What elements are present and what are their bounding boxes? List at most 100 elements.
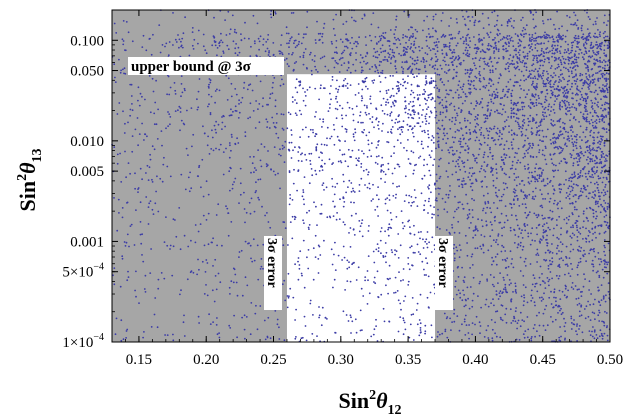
data-point	[450, 37, 452, 40]
data-point	[547, 51, 550, 54]
data-point	[542, 280, 545, 283]
data-point	[502, 88, 505, 91]
data-point	[435, 41, 438, 43]
data-point	[377, 198, 380, 201]
data-point	[531, 69, 533, 72]
data-point	[549, 139, 552, 141]
data-point	[247, 117, 250, 120]
data-point	[215, 120, 218, 123]
data-point	[501, 133, 503, 136]
data-point	[579, 257, 582, 260]
data-point	[210, 95, 213, 98]
data-point	[384, 31, 387, 34]
data-point	[539, 121, 541, 124]
data-point	[479, 280, 481, 283]
data-point	[384, 50, 386, 53]
data-point	[494, 186, 497, 189]
data-point	[503, 95, 506, 98]
data-point	[603, 77, 606, 80]
data-point	[570, 262, 572, 265]
data-point	[314, 234, 317, 237]
data-point	[542, 236, 545, 239]
data-point	[465, 38, 467, 41]
data-point	[534, 167, 537, 170]
data-point	[526, 336, 529, 339]
data-point	[581, 35, 584, 38]
data-point	[591, 102, 594, 104]
data-point	[347, 148, 350, 151]
data-point	[607, 111, 610, 114]
data-point	[431, 35, 434, 38]
data-point	[221, 121, 224, 124]
data-point	[368, 182, 371, 185]
data-point	[572, 162, 575, 165]
data-point	[592, 248, 594, 251]
data-point	[292, 12, 295, 14]
data-point	[391, 49, 394, 51]
data-point	[520, 40, 523, 43]
data-point	[570, 185, 573, 188]
data-point	[538, 67, 541, 70]
data-point	[607, 107, 610, 109]
data-point	[482, 244, 485, 247]
data-point	[191, 31, 194, 33]
data-point	[409, 93, 412, 96]
data-point	[545, 230, 547, 233]
data-point	[308, 86, 311, 89]
data-point	[234, 47, 237, 50]
data-point	[440, 36, 443, 38]
data-point	[461, 180, 464, 183]
data-point	[607, 113, 610, 115]
data-point	[538, 151, 540, 154]
data-point	[465, 299, 467, 302]
data-point	[485, 329, 488, 332]
data-point	[514, 152, 517, 154]
data-point	[484, 303, 487, 306]
data-point	[197, 106, 200, 109]
data-point	[589, 80, 592, 83]
data-point	[374, 70, 377, 73]
data-point	[280, 113, 283, 115]
data-point	[579, 103, 582, 106]
data-point	[523, 260, 526, 263]
data-point	[567, 62, 570, 65]
data-point	[279, 187, 281, 190]
data-point	[451, 173, 454, 176]
data-point	[365, 113, 368, 116]
data-point	[395, 15, 398, 18]
data-point	[462, 145, 464, 148]
data-point	[497, 243, 499, 246]
data-point	[491, 93, 494, 96]
data-point	[560, 335, 562, 338]
data-point	[284, 227, 287, 230]
data-point	[220, 32, 222, 35]
data-point	[554, 49, 557, 52]
data-point	[551, 76, 554, 79]
data-point	[439, 175, 442, 178]
data-point	[546, 277, 549, 279]
data-point	[422, 109, 424, 111]
data-point	[599, 224, 601, 227]
data-point	[382, 170, 385, 173]
data-point	[424, 52, 427, 54]
data-point	[127, 270, 129, 273]
data-point	[594, 20, 597, 23]
data-point	[418, 45, 420, 48]
data-point	[522, 275, 525, 277]
data-point	[447, 176, 449, 178]
data-point	[361, 69, 364, 72]
data-point	[455, 65, 458, 68]
data-point	[404, 35, 407, 38]
data-point	[434, 188, 437, 190]
data-point	[314, 133, 317, 135]
data-point	[288, 65, 290, 68]
data-point	[431, 336, 433, 339]
data-point	[154, 202, 157, 205]
data-point	[585, 207, 588, 210]
data-point	[360, 222, 363, 225]
data-point	[273, 77, 276, 79]
data-point	[541, 225, 544, 228]
data-point	[462, 162, 464, 165]
data-point	[345, 45, 348, 48]
data-point	[536, 86, 538, 89]
